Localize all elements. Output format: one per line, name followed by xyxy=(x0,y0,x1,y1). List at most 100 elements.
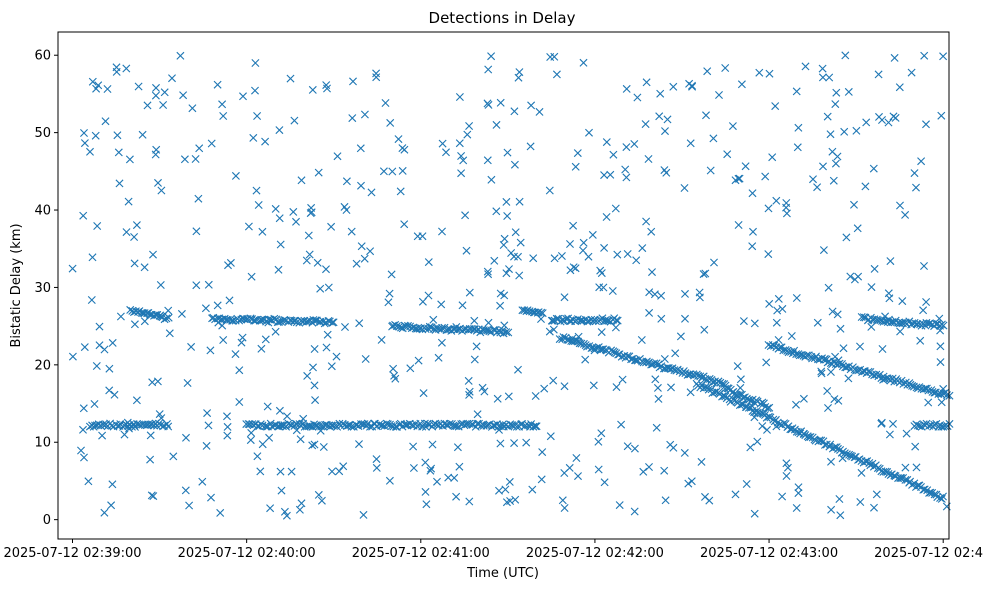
detection-point xyxy=(736,383,745,392)
detection-point xyxy=(782,203,791,212)
detection-point xyxy=(638,244,647,253)
detection-point xyxy=(703,67,712,76)
detection-point xyxy=(280,315,289,324)
detection-point xyxy=(465,387,474,396)
detection-point xyxy=(183,379,192,387)
detection-point xyxy=(571,162,580,171)
detection-point xyxy=(192,281,201,290)
detection-point xyxy=(937,494,946,503)
detection-point xyxy=(817,367,826,376)
detection-point xyxy=(831,352,840,361)
detection-point xyxy=(581,355,590,364)
detection-point xyxy=(511,228,520,237)
detection-point xyxy=(514,73,523,82)
detection-point xyxy=(660,466,669,475)
detection-point xyxy=(278,421,287,430)
detection-point xyxy=(505,477,514,486)
detection-point xyxy=(213,80,222,89)
detection-point xyxy=(502,269,511,278)
detection-point xyxy=(500,321,509,330)
detection-point xyxy=(667,383,675,392)
detection-point xyxy=(550,254,559,263)
detection-point xyxy=(90,400,99,408)
detection-point xyxy=(577,339,586,348)
detection-point xyxy=(361,355,370,363)
detection-point xyxy=(339,462,348,471)
detection-point xyxy=(765,299,774,308)
detection-point xyxy=(686,388,695,397)
detection-point xyxy=(652,423,661,432)
detection-point xyxy=(841,51,850,60)
detection-point xyxy=(835,495,844,503)
detection-point xyxy=(465,122,474,130)
detection-point xyxy=(252,186,261,195)
detection-point xyxy=(152,145,161,154)
detection-point xyxy=(256,467,265,476)
detection-point xyxy=(728,388,737,397)
detection-point xyxy=(228,316,237,325)
detection-point xyxy=(384,298,393,307)
detection-point xyxy=(470,355,479,364)
detection-point xyxy=(316,426,325,435)
detection-point xyxy=(282,511,291,520)
y-tick-label: 40 xyxy=(34,204,51,219)
detection-point xyxy=(120,430,129,439)
detection-point xyxy=(277,486,286,495)
detection-point xyxy=(429,315,438,324)
detection-point xyxy=(229,316,238,325)
detection-point xyxy=(601,316,610,325)
detection-point xyxy=(833,310,842,319)
detection-point xyxy=(385,289,394,298)
detection-point xyxy=(516,238,525,247)
detection-point xyxy=(528,485,537,494)
detection-point xyxy=(928,387,937,396)
detection-point xyxy=(510,107,519,116)
detection-point xyxy=(510,439,519,448)
detection-point xyxy=(700,325,709,334)
detection-point xyxy=(115,179,124,188)
detection-point xyxy=(831,100,840,109)
detection-point xyxy=(202,441,211,450)
detection-point xyxy=(218,321,227,330)
detection-point xyxy=(718,392,727,401)
detection-point xyxy=(493,394,502,403)
detection-point xyxy=(123,418,132,427)
detection-point xyxy=(80,129,88,137)
detection-point xyxy=(750,509,759,518)
detection-point xyxy=(483,267,492,276)
detection-point xyxy=(244,420,253,428)
detection-point xyxy=(492,120,501,129)
detection-point xyxy=(820,354,829,363)
detection-point xyxy=(630,507,639,516)
detection-point xyxy=(434,353,443,362)
detection-point xyxy=(662,168,671,177)
detection-point xyxy=(280,507,289,516)
detection-point xyxy=(852,126,861,135)
detection-point xyxy=(749,227,757,236)
detection-point xyxy=(642,78,651,87)
detection-point xyxy=(647,227,656,236)
detection-point xyxy=(154,178,162,187)
detection-point xyxy=(176,51,185,60)
detection-point xyxy=(114,148,123,157)
detection-point xyxy=(302,256,311,265)
detection-point xyxy=(182,433,190,442)
detection-point xyxy=(606,170,615,179)
detection-point xyxy=(275,406,284,415)
detection-point xyxy=(327,362,336,371)
detection-point xyxy=(162,314,171,323)
detection-point xyxy=(360,110,369,119)
detection-point xyxy=(275,214,284,223)
detection-point xyxy=(309,316,318,324)
y-tick-label: 20 xyxy=(34,358,51,373)
detection-point xyxy=(283,412,292,421)
detection-point xyxy=(617,420,626,429)
detection-point xyxy=(765,403,774,412)
detection-point xyxy=(503,148,512,157)
detection-point xyxy=(641,120,650,129)
detection-point xyxy=(459,156,468,165)
detection-point xyxy=(391,422,400,431)
detection-point xyxy=(223,431,232,440)
detection-point xyxy=(218,100,227,109)
